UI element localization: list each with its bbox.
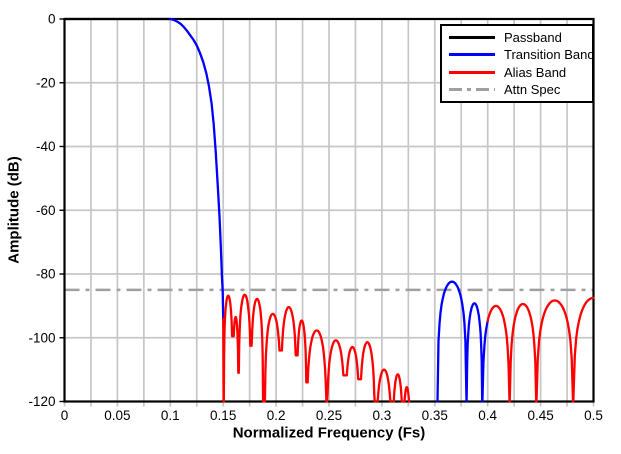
y-tick-label: -40 — [36, 139, 56, 154]
y-tick-label: 0 — [48, 12, 56, 27]
x-tick-label: 0.5 — [584, 408, 603, 423]
legend: Passband Transition Band Alias Band Attn Sp… — [440, 24, 595, 103]
legend-label: Passband — [504, 30, 562, 46]
legend-item-attn-spec: Attn Spec — [442, 82, 592, 97]
legend-swatch-solid — [449, 70, 495, 74]
axis-ticks — [63, 402, 595, 407]
x-tick-label: 0.35 — [422, 408, 448, 423]
x-tick-label: 0 — [61, 408, 69, 423]
x-tick-label: 0.3 — [373, 408, 392, 423]
legend-swatch-solid — [449, 36, 495, 40]
legend-label: Alias Band — [504, 64, 567, 80]
legend-label: Attn Spec — [504, 81, 561, 97]
x-tick-label: 0.4 — [478, 408, 497, 423]
y-tick-label: -20 — [36, 75, 56, 90]
x-tick-labels: 0 0.05 0.1 0.15 0.2 0.25 0.3 0.35 0.4 0.45 0.5 — [61, 408, 603, 423]
x-axis-label: Normalized Frequency (Fs) — [232, 424, 426, 442]
transition-band-curve — [169, 17, 489, 403]
x-tick-label: 0.15 — [210, 408, 236, 423]
y-tick-label: -80 — [36, 267, 56, 282]
alias-band-curve — [222, 293, 595, 403]
legend-item-transition-band: Transition Band — [442, 47, 595, 63]
x-tick-label: 0.1 — [161, 408, 180, 423]
y-tick-label: -60 — [36, 203, 56, 218]
legend-swatch-solid — [449, 53, 495, 57]
y-axis-label: Amplitude (dB) — [5, 156, 23, 264]
y-tick-labels: 0 -20 -40 -60 -80 -100 -120 — [28, 12, 55, 410]
legend-swatch-dashdot — [449, 87, 495, 91]
legend-item-passband: Passband — [442, 30, 592, 45]
y-tick-label: -120 — [28, 394, 55, 409]
legend-label: Transition Band — [504, 47, 595, 63]
x-tick-label: 0.25 — [316, 408, 342, 423]
gridlines — [64, 19, 594, 402]
y-tick-label: -100 — [28, 330, 55, 345]
x-tick-label: 0.45 — [527, 408, 553, 423]
x-tick-label: 0.05 — [104, 408, 130, 423]
plot-frame — [63, 17, 595, 403]
legend-item-alias-band: Alias Band — [442, 65, 592, 80]
x-tick-label: 0.2 — [267, 408, 286, 423]
